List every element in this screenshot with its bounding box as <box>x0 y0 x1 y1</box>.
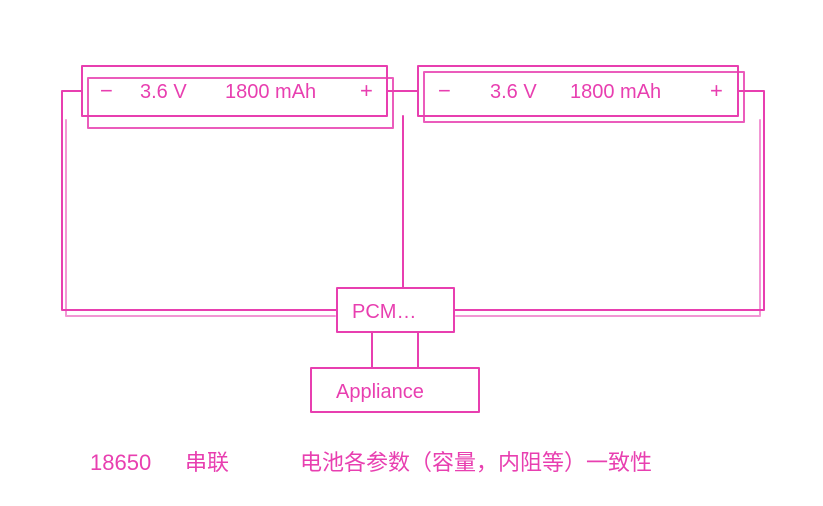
caption-p1: 18650 <box>90 450 151 475</box>
pcm-label: PCM… <box>352 301 416 323</box>
battery-left-plus: + <box>360 78 373 103</box>
battery-left-capacity: 1800 mAh <box>225 81 316 103</box>
wire-right-down <box>454 91 764 310</box>
battery-left-voltage: 3.6 V <box>140 81 187 103</box>
appliance-label: Appliance <box>336 381 424 403</box>
wire-right-down-shadow <box>456 120 760 316</box>
battery-right-minus: − <box>438 78 451 103</box>
caption-p3: 电池各参数（容量，内阻等）一致性 <box>300 450 652 475</box>
battery-right-plus: + <box>710 78 723 103</box>
caption-p2: 串联 <box>185 450 229 475</box>
battery-right-capacity: 1800 mAh <box>570 81 661 103</box>
wire-left-down-shadow <box>66 120 335 316</box>
battery-right-voltage: 3.6 V <box>490 81 537 103</box>
battery-left-minus: − <box>100 78 113 103</box>
wire-left-down <box>62 91 337 310</box>
